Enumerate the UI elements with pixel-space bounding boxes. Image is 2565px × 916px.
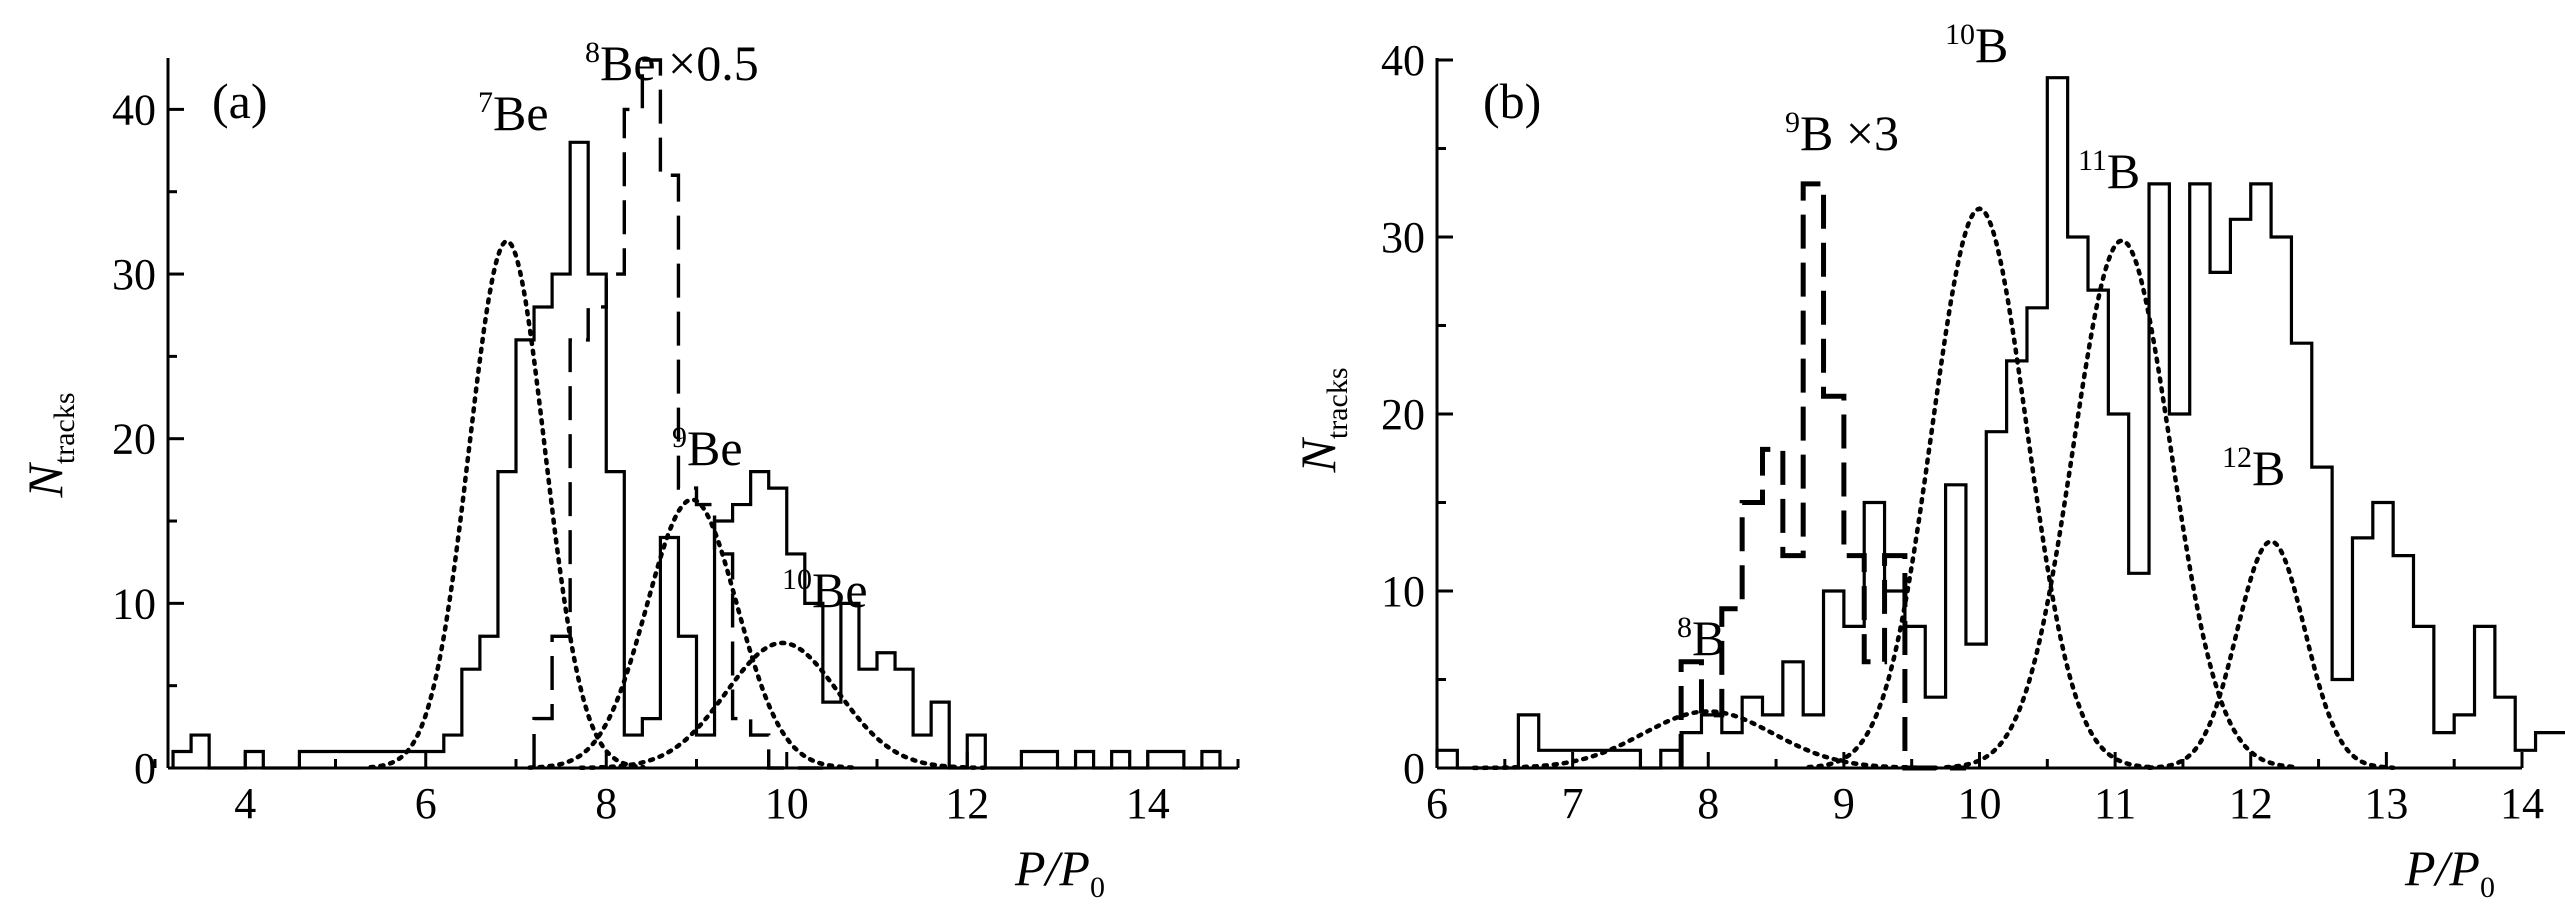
label-9b: 9B ×3 [1785,105,1899,161]
x-tick-label: 14 [2500,779,2544,828]
x-tick-label: 8 [595,779,617,828]
x-tick-label: 14 [1126,779,1170,828]
panel-a-tick-labels: 4 6 8 10 12 14 0 10 20 30 40 [112,85,1170,828]
label-7be: 7Be [478,85,549,141]
label-9be: 9Be [672,420,743,476]
panel-b-tick-labels: 6 7 8 9 10 11 12 13 14 0 10 20 30 40 [1381,36,2544,828]
panel-b-histogram-solid [1435,76,2565,770]
panel-b-data-layer [1435,76,2565,771]
fit-curve-7be [368,238,646,770]
panel-b-axes [1435,58,2524,770]
label-10b: 10B [1945,17,2008,73]
fit-curve-10be [578,640,986,771]
y-tick-label: 30 [1381,213,1425,262]
x-tick-label: 8 [1697,779,1719,828]
y-tick-label: 40 [1381,36,1425,85]
fit-curve-9be [527,497,857,770]
y-tick-label: 40 [112,85,156,134]
fit-curve-10b [1806,206,2153,770]
x-tick-label: 12 [945,779,989,828]
x-tick-label: 9 [1833,779,1855,828]
y-tick-label: 10 [1381,567,1425,616]
fit-curve-8b [1471,709,1945,771]
panel-b-chart: 6 7 8 9 10 11 12 13 14 0 10 20 30 40 (b) Ntracks P/P0… [1290,17,2565,904]
y-tick-label: 10 [112,579,156,628]
label-11b: 11B [2078,143,2140,199]
x-tick-label: 6 [1426,779,1448,828]
panel-a-data-layer [171,58,1222,771]
x-tick-label: 4 [234,779,256,828]
y-tick-label: 0 [134,744,156,793]
fit-curve-11b [1943,238,2300,770]
x-tick-label: 10 [765,779,809,828]
panel-b-histogram-dashed [1678,181,1966,771]
panel-b-x-title: P/P0 [2404,840,2495,904]
x-tick-label: 6 [415,779,437,828]
x-tick-label: 10 [1958,779,2002,828]
x-tick-label: 13 [2364,779,2408,828]
y-tick-label: 20 [1381,390,1425,439]
x-tick-label: 11 [2094,779,2136,828]
x-tick-label: 7 [1562,779,1584,828]
panel-a-x-title: P/P0 [1014,840,1105,904]
y-tick-label: 0 [1403,744,1425,793]
y-tick-label: 30 [112,250,156,299]
label-10be: 10Be [782,562,868,618]
panel-b-y-title: Ntracks [1290,368,1354,474]
panel-a-axes [153,58,1240,770]
panel-b-letter: (b) [1483,73,1541,129]
label-12b: 12B [2222,440,2285,496]
y-tick-label: 20 [112,415,156,464]
panel-a-y-title: Ntracks [17,393,81,499]
label-8be: 8Be ×0.5 [585,35,759,91]
panel-a-letter: (a) [212,73,268,129]
label-8b: 8B [1677,610,1725,666]
panel-a-histogram-dashed [532,58,823,770]
x-tick-label: 12 [2229,779,2273,828]
fit-curve-12b [2146,539,2396,770]
